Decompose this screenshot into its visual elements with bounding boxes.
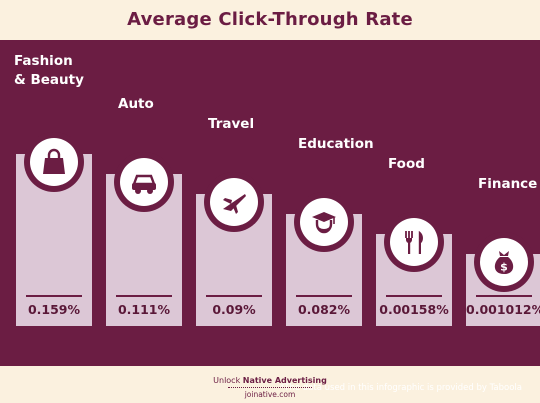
bar-value-label: 0.001012% — [466, 302, 540, 317]
bar-value-label: 0.09% — [212, 302, 256, 317]
category-label-line: Food — [388, 156, 425, 172]
icon-badge-inner — [300, 198, 348, 246]
chart-panel: Fashion & Beauty 0.159% Auto 0.111% Travel 0.0… — [0, 40, 540, 393]
category-label: Fashion & Beauty — [14, 52, 84, 90]
bar-divider — [206, 295, 262, 297]
category-label: Food — [388, 155, 425, 174]
money-bag-icon: $ — [494, 251, 514, 274]
shopping-bag-icon — [43, 148, 65, 174]
icon-badge-inner — [120, 158, 168, 206]
bar-divider — [116, 295, 172, 297]
icon-badge — [204, 172, 264, 232]
header: Average Click-Through Rate — [0, 0, 540, 40]
category-label-line: Fashion — [14, 53, 73, 69]
category-label-line: Education — [298, 136, 374, 152]
bar-divider — [26, 295, 82, 297]
icon-badge: $ — [474, 232, 534, 292]
category-label-line: & Beauty — [14, 72, 84, 88]
icon-badge-inner — [390, 218, 438, 266]
footer: Unlock Native Advertising joinative.com — [0, 366, 540, 403]
category-label-line: Travel — [208, 116, 255, 132]
bar-value-label: 0.159% — [27, 302, 81, 317]
category-label-line: Auto — [118, 96, 154, 112]
bar-divider — [296, 295, 352, 297]
footer-prefix: Unlock — [213, 376, 243, 385]
car-icon — [132, 174, 156, 194]
footnote: *The data used in this infographic is pr… — [280, 383, 522, 393]
footer-highlight[interactable]: Native Advertising — [242, 376, 327, 385]
icon-badge — [24, 132, 84, 192]
category-label: Education — [298, 135, 374, 154]
airplane-icon — [223, 194, 246, 214]
bar-divider — [476, 295, 532, 297]
icon-badge-inner — [30, 138, 78, 186]
footer-divider — [228, 387, 312, 388]
icon-badge-inner — [210, 178, 258, 226]
footer-cta: Unlock Native Advertising — [0, 376, 540, 385]
svg-text:$: $ — [500, 261, 508, 274]
chart-title: Average Click-Through Rate — [127, 9, 413, 30]
icon-badge-inner: $ — [480, 238, 528, 286]
icon-badge — [114, 152, 174, 212]
category-label: Finance — [478, 175, 537, 194]
fork-knife-icon — [405, 231, 423, 254]
category-label: Auto — [118, 95, 154, 114]
bar-value-label: 0.082% — [297, 302, 351, 317]
category-label-line: Finance — [478, 176, 538, 192]
icon-badge — [294, 192, 354, 252]
bar-divider — [386, 295, 442, 297]
category-label: Travel — [208, 115, 254, 134]
footer-site-link[interactable]: joinative.com — [244, 390, 296, 399]
bar-value-label: 0.00158% — [379, 302, 449, 317]
bar-value-label: 0.111% — [117, 302, 171, 317]
icon-badge — [384, 212, 444, 272]
graduate-icon — [312, 212, 336, 234]
